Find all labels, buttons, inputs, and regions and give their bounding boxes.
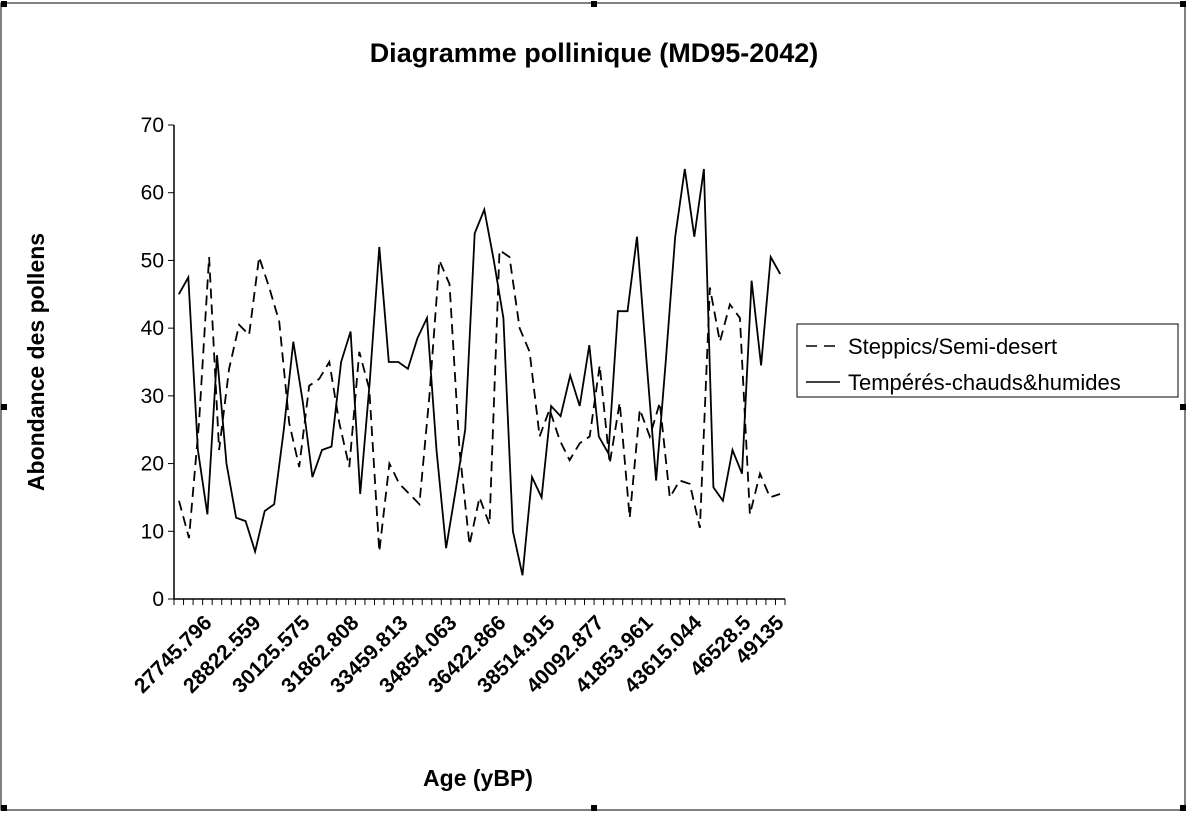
handle-bottom-center[interactable] — [591, 805, 597, 811]
handle-middle-right[interactable] — [1180, 404, 1186, 410]
y-tick-label: 20 — [141, 453, 164, 476]
y-axis-title: Abondance des pollens — [23, 233, 49, 491]
y-tick-label: 50 — [141, 249, 164, 272]
series-line-steppics — [178, 248, 781, 552]
handle-top-center[interactable] — [591, 1, 597, 7]
legend-label-temperes: Tempérés-chauds&humides — [848, 370, 1121, 395]
handle-bottom-right[interactable] — [1180, 805, 1186, 811]
y-tick-label: 70 — [141, 114, 164, 137]
y-tick-label: 10 — [141, 520, 164, 543]
legend-box — [796, 323, 1179, 398]
handle-bottom-left[interactable] — [1, 805, 7, 811]
series-line-temperes — [178, 168, 781, 576]
y-tick-label: 30 — [141, 385, 164, 408]
handle-top-right[interactable] — [1180, 1, 1186, 7]
y-tick-label: 60 — [141, 182, 164, 205]
y-tick-label: 0 — [152, 588, 164, 611]
legend-label-steppics: Steppics/Semi-desert — [848, 334, 1057, 359]
series-layer — [178, 168, 781, 576]
y-tick-label: 40 — [141, 317, 164, 340]
y-axis: 0 10 20 30 40 50 60 70 — [141, 114, 175, 611]
x-axis-title: Age (yBP) — [423, 765, 533, 791]
handle-top-left[interactable] — [1, 1, 7, 7]
legend: Steppics/Semi-desert Tempérés-chauds&hum… — [796, 323, 1179, 398]
chart-title: Diagramme pollinique (MD95-2042) — [370, 38, 819, 68]
handle-middle-left[interactable] — [1, 404, 7, 410]
